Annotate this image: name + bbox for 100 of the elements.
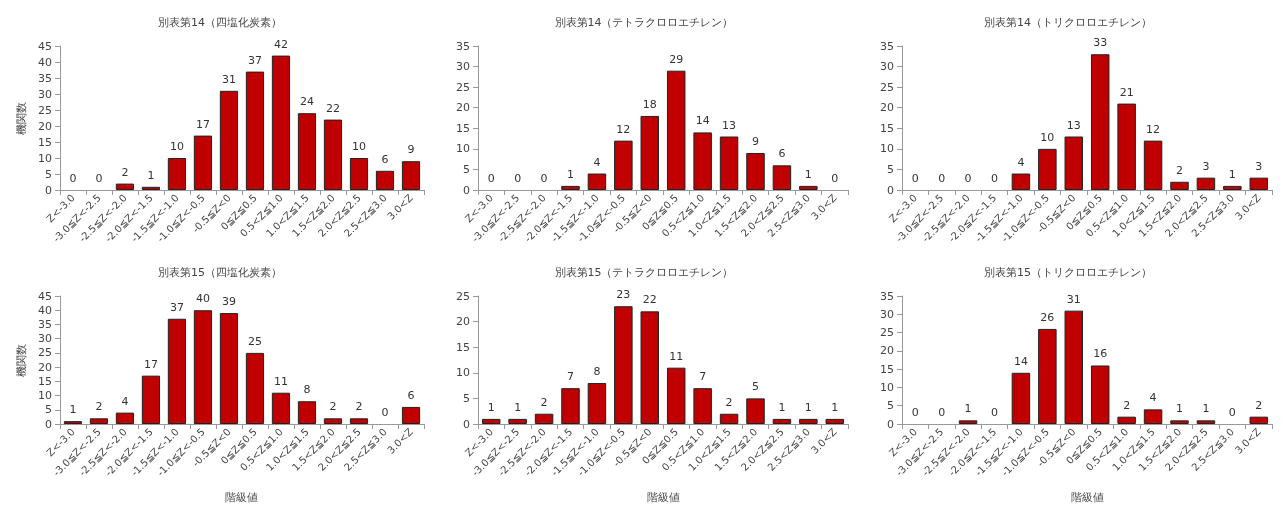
data-label: 17	[143, 357, 158, 371]
bar	[115, 183, 135, 190]
data-label: 7	[699, 370, 707, 384]
y-tick-label: 25	[880, 80, 894, 94]
y-tick-label: 10	[456, 142, 470, 156]
bar	[1223, 185, 1242, 190]
bar	[693, 388, 712, 424]
bar	[1090, 365, 1110, 424]
chart-title: 別表第15（四塩化炭素）	[158, 266, 282, 279]
bar	[587, 383, 607, 424]
bar	[614, 306, 633, 424]
y-tick-label: 10	[37, 151, 52, 165]
y-tick-label: 0	[463, 183, 470, 197]
bar	[219, 313, 239, 424]
data-label: 4	[121, 394, 129, 408]
data-label: 1	[567, 167, 574, 181]
data-label: 7	[567, 370, 574, 384]
y-tick-label: 45	[37, 39, 52, 53]
data-label: 17	[195, 117, 210, 131]
bar	[561, 185, 580, 190]
bar	[746, 398, 765, 424]
bar	[772, 165, 792, 190]
y-tick-label: 0	[44, 183, 52, 197]
data-label: 8	[593, 365, 601, 379]
data-label: 1	[1228, 167, 1236, 181]
bar	[271, 55, 291, 190]
data-label: 1	[804, 167, 812, 181]
data-label: 2	[725, 395, 733, 409]
bar	[1011, 173, 1031, 190]
bar	[1117, 103, 1136, 190]
y-tick-label: 30	[880, 307, 894, 321]
bar	[219, 90, 239, 190]
bar	[640, 115, 660, 190]
data-label: 24	[299, 95, 314, 109]
bar	[141, 375, 161, 424]
y-tick-label: 30	[37, 87, 52, 101]
y-tick-label: 35	[37, 317, 52, 331]
bar	[534, 413, 554, 424]
y-tick-label: 0	[463, 417, 470, 431]
bar	[1011, 372, 1031, 424]
data-label: 1	[147, 168, 155, 182]
data-label: 0	[938, 172, 946, 185]
bar	[323, 119, 343, 190]
bar	[297, 401, 317, 424]
data-label: 0	[514, 172, 522, 185]
bar	[115, 412, 135, 424]
y-tick-label: 30	[456, 60, 470, 74]
data-label: 18	[642, 97, 657, 111]
data-label: 40	[195, 292, 210, 306]
data-label: 0	[95, 172, 103, 185]
y-tick-label: 25	[37, 103, 52, 117]
bar	[1064, 136, 1084, 190]
data-label: 2	[1176, 163, 1183, 177]
bar	[167, 318, 187, 424]
data-label: 0	[964, 172, 972, 185]
y-tick-label: 15	[456, 340, 470, 354]
x-axis-title: 階級値	[225, 491, 259, 504]
bar	[1249, 416, 1269, 424]
data-label: 14	[695, 114, 710, 128]
y-tick-label: 10	[37, 389, 52, 403]
y-tick-label: 20	[37, 360, 52, 374]
data-label: 23	[616, 288, 631, 302]
y-tick-label: 20	[456, 315, 470, 329]
y-tick-label: 10	[880, 380, 894, 394]
bar	[1143, 140, 1163, 190]
data-label: 0	[911, 406, 919, 419]
y-tick-label: 10	[880, 142, 894, 156]
data-label: 13	[722, 118, 737, 132]
y-tick-label: 15	[37, 135, 52, 149]
data-label: 2	[540, 395, 548, 409]
data-label: 1	[69, 403, 77, 417]
bar	[666, 367, 686, 424]
bar	[193, 310, 213, 424]
bar	[693, 132, 712, 190]
data-label: 6	[381, 152, 389, 166]
data-label: 3	[1255, 159, 1263, 173]
y-tick-label: 10	[456, 366, 470, 380]
data-label: 8	[303, 383, 311, 397]
bar	[1170, 181, 1189, 190]
bar	[141, 186, 161, 190]
y-tick-label: 5	[463, 391, 470, 405]
bar	[349, 418, 369, 424]
y-tick-label: 35	[456, 39, 470, 53]
y-tick-label: 20	[880, 344, 894, 358]
bar	[245, 352, 265, 424]
bar	[1249, 177, 1269, 190]
data-label: 0	[991, 406, 998, 419]
bar	[799, 185, 818, 190]
y-tick-label: 15	[880, 362, 894, 376]
data-label: 2	[121, 165, 129, 179]
data-label: 6	[778, 147, 786, 161]
data-label: 0	[911, 172, 919, 185]
bar	[719, 413, 739, 424]
y-axis-title: 機関数	[15, 101, 28, 135]
bar	[666, 70, 686, 190]
y-tick-label: 20	[880, 101, 894, 115]
bar	[1170, 420, 1189, 424]
bar	[640, 311, 660, 424]
data-label: 42	[273, 37, 288, 51]
data-label: 0	[1228, 406, 1236, 419]
